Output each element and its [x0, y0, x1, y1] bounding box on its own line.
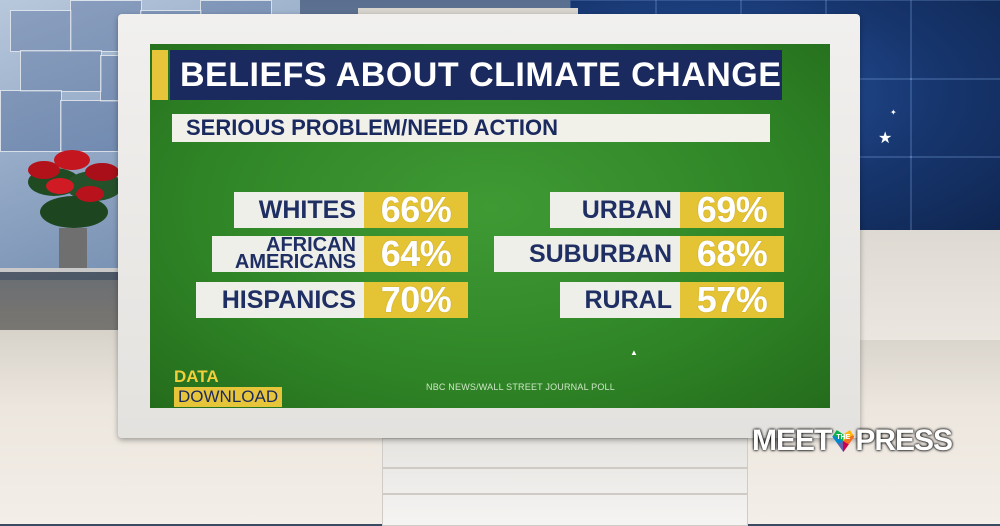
percent-value: 68% [680, 233, 784, 274]
result-row-rural: RURAL 57% [560, 279, 784, 320]
group-label: HISPANICS [196, 282, 364, 318]
poll-graphic-screen: BELIEFS ABOUT CLIMATE CHANGE SERIOUS PRO… [150, 44, 830, 408]
result-row-hispanics: HISPANICS 70% [196, 279, 468, 320]
result-row-suburban: SUBURBAN 68% [494, 233, 784, 274]
title-accent [152, 50, 168, 100]
percent-value: 66% [364, 189, 468, 230]
group-label: URBAN [550, 192, 680, 228]
percent-value: 57% [680, 279, 784, 320]
result-row-urban: URBAN 69% [550, 189, 784, 230]
star-icon: ✦ [890, 108, 897, 117]
group-label: WHITES [234, 192, 364, 228]
star-icon: ★ [878, 130, 893, 147]
show-logo: MEET THE PRESS [752, 424, 953, 458]
poll-source: NBC NEWS/WALL STREET JOURNAL POLL [426, 382, 615, 392]
segment-logo-line1: DATA [174, 367, 219, 386]
segment-logo-line2: DOWNLOAD [174, 387, 283, 407]
peacock-icon: THE [832, 430, 855, 452]
graphic-subtitle: SERIOUS PROBLEM/NEED ACTION [172, 114, 770, 142]
percent-value: 64% [364, 233, 468, 274]
percent-value: 70% [364, 279, 468, 320]
group-label: AFRICAN AMERICANS [212, 235, 364, 272]
studio-wall-panel [850, 230, 1000, 340]
cursor-icon: ▲ [630, 348, 638, 357]
result-row-whites: WHITES 66% [234, 189, 468, 230]
percent-value: 69% [680, 189, 784, 230]
result-row-african-americans: AFRICAN AMERICANS 64% [212, 233, 468, 274]
poinsettia-plant [28, 150, 122, 272]
show-logo-right: PRESS [855, 424, 953, 457]
show-logo-left: MEET [752, 424, 832, 457]
graphic-title: BELIEFS ABOUT CLIMATE CHANGE [170, 50, 782, 100]
segment-logo: DATA DOWNLOAD [174, 368, 324, 407]
monitor-stand [382, 438, 748, 526]
group-label: RURAL [560, 282, 680, 318]
group-label: SUBURBAN [494, 236, 680, 272]
